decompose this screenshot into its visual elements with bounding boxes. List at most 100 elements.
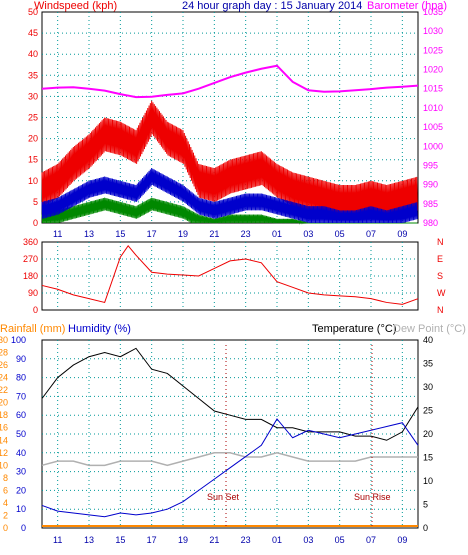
- axis-tick-label: 28: [0, 348, 8, 358]
- axis-tick-label: 1020: [423, 65, 443, 75]
- x-tick-label: 01: [272, 229, 282, 239]
- axis-tick-label: 35: [423, 359, 433, 369]
- axis-tick-label: 2: [3, 510, 8, 520]
- x-tick-label: 01: [272, 535, 282, 545]
- axis-tick-label: 1025: [423, 45, 443, 55]
- x-tick-label: 17: [147, 229, 157, 239]
- wind-series: [41, 64, 419, 225]
- axis-tick-label: 15: [423, 453, 433, 463]
- axis-tick-label: 270: [23, 254, 38, 264]
- axis-tick-label: 1035: [423, 7, 443, 17]
- axis-tick-label: 10: [28, 176, 38, 186]
- humidity-label: Humidity (%): [68, 323, 131, 335]
- axis-tick-label: 10: [423, 476, 433, 486]
- axis-tick-label: 5: [423, 500, 428, 510]
- x-tick-label: 11: [53, 535, 62, 545]
- dewpoint-line: [41, 452, 418, 467]
- dewpoint-label: Dew Point (°C): [393, 323, 466, 335]
- humidity-line: [41, 418, 419, 518]
- axis-tick-label: 995: [423, 160, 438, 170]
- axis-tick-label: 40: [16, 448, 26, 458]
- temperature-axis: 0 5 10 15 20 25 30 35 40: [423, 335, 433, 533]
- axis-tick-label: 1010: [423, 103, 443, 113]
- rainfall-label: Rainfall (mm): [0, 323, 65, 335]
- axis-tick-label: 4: [3, 498, 8, 508]
- axis-tick-label: 14: [0, 435, 8, 445]
- axis-tick-label: 16: [0, 423, 8, 433]
- axis-tick-label: 80: [16, 373, 26, 383]
- x-tick-label: 05: [335, 229, 345, 239]
- windspeed-axis: 0 5 10 15 20 25 30 35 40 45 50: [28, 7, 38, 228]
- axis-tick-label: 1030: [423, 26, 443, 36]
- axis-tick-label: 24: [0, 373, 8, 383]
- axis-tick-label: 20: [16, 485, 26, 495]
- direction-line: [41, 244, 419, 305]
- axis-tick-label: 1005: [423, 122, 443, 132]
- x-tick-label: 11: [53, 229, 62, 239]
- axis-tick-label: 0: [21, 523, 26, 533]
- axis-tick-label: 60: [16, 410, 26, 420]
- sunrise-label: Sun Rise: [354, 492, 391, 502]
- axis-tick-label: 30: [28, 91, 38, 101]
- windspeed-label: Windspeed (kph): [34, 0, 117, 12]
- axis-tick-label: 985: [423, 199, 438, 209]
- axis-tick-label: 90: [16, 354, 26, 364]
- wind-panel: Windspeed (kph) 24 hour graph day : 15 J…: [28, 0, 447, 239]
- x-tick-label: 09: [397, 229, 407, 239]
- wind-x-axis: 11 13 15 17 19 21 23 01 03 05 07 09: [53, 229, 407, 239]
- wind-average-line: [41, 168, 418, 224]
- barometer-label: Barometer (hpa): [367, 0, 447, 12]
- x-tick-label: 15: [115, 229, 125, 239]
- x-tick-label: 07: [366, 535, 376, 545]
- axis-tick-label: 10: [0, 460, 8, 470]
- axis-tick-label: N: [437, 305, 444, 315]
- direction-grid: [42, 242, 418, 310]
- axis-tick-label: 30: [423, 382, 433, 392]
- axis-tick-label: 1000: [423, 141, 443, 151]
- axis-tick-label: 20: [28, 134, 38, 144]
- axis-tick-label: 40: [423, 335, 433, 345]
- axis-tick-label: W: [437, 288, 446, 298]
- axis-tick-label: E: [437, 254, 443, 264]
- x-tick-label: 13: [84, 535, 94, 545]
- temp-series: [41, 347, 419, 527]
- axis-tick-label: 180: [23, 271, 38, 281]
- axis-tick-label: 50: [16, 429, 26, 439]
- axis-tick-label: 40: [28, 49, 38, 59]
- humidity-axis: 0 10 20 30 40 50 60 70 80 90 100: [11, 335, 26, 533]
- x-tick-label: 23: [241, 229, 251, 239]
- axis-tick-label: 990: [423, 180, 438, 190]
- axis-tick-label: 10: [16, 504, 26, 514]
- axis-tick-label: 30: [0, 335, 8, 345]
- axis-tick-label: N: [437, 237, 444, 247]
- axis-tick-label: 0: [33, 305, 38, 315]
- temp-panel: Rainfall (mm) Humidity (%) Temperature (…: [0, 323, 466, 545]
- x-tick-label: 03: [303, 229, 313, 239]
- axis-tick-label: 26: [0, 360, 8, 370]
- direction-series: [41, 244, 419, 305]
- x-tick-label: 21: [209, 229, 219, 239]
- axis-tick-label: 0: [3, 523, 8, 533]
- axis-tick-label: 25: [28, 113, 38, 123]
- chart-title: 24 hour graph day : 15 January 2014: [182, 0, 362, 12]
- axis-tick-label: 12: [0, 448, 8, 458]
- axis-tick-label: 15: [28, 155, 38, 165]
- x-tick-label: 17: [147, 535, 157, 545]
- axis-tick-label: 6: [3, 485, 8, 495]
- x-tick-label: 05: [335, 535, 345, 545]
- x-tick-label: 19: [178, 229, 188, 239]
- x-tick-label: 21: [209, 535, 219, 545]
- x-tick-label: 09: [397, 535, 407, 545]
- barometer-axis: 980 985 990 995 1000 1005 1010 1015 1020 1025 1030…: [423, 7, 443, 228]
- axis-tick-label: 25: [423, 406, 433, 416]
- axis-tick-label: 0: [33, 218, 38, 228]
- x-tick-label: 07: [366, 229, 376, 239]
- x-tick-label: 13: [84, 229, 94, 239]
- temperature-line: [41, 347, 419, 441]
- barometer-line: [41, 64, 419, 99]
- axis-tick-label: 20: [0, 398, 8, 408]
